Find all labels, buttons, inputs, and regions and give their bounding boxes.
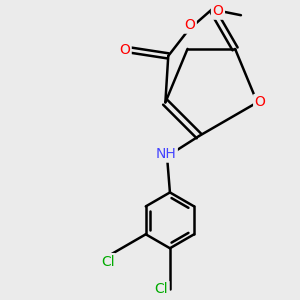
- Text: O: O: [212, 4, 224, 18]
- Text: NH: NH: [155, 147, 176, 161]
- Text: O: O: [255, 95, 266, 110]
- Text: Cl: Cl: [154, 282, 168, 296]
- Text: Cl: Cl: [101, 255, 114, 268]
- Text: O: O: [119, 43, 130, 57]
- Text: O: O: [184, 18, 195, 32]
